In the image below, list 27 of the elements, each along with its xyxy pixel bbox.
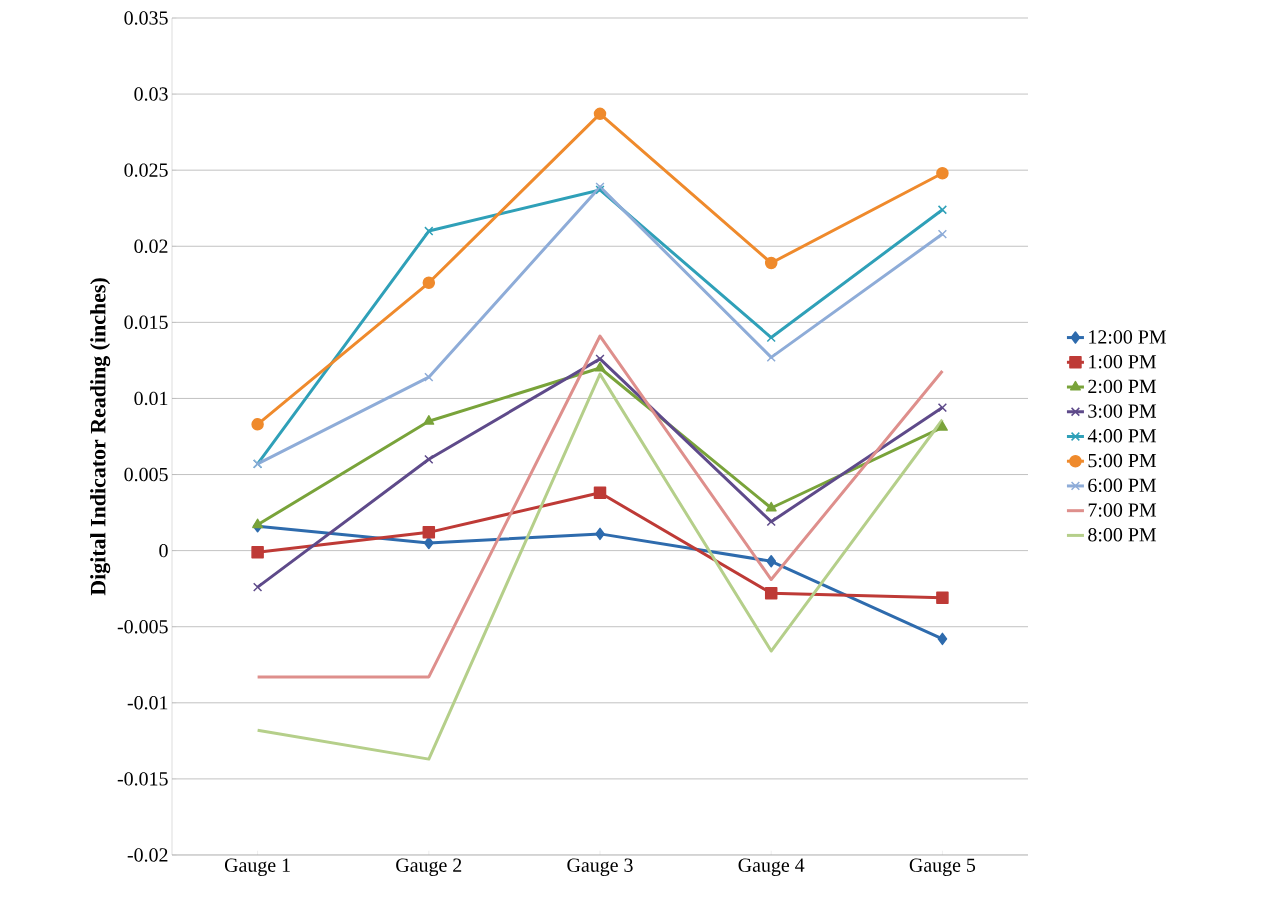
y-tick-label: -0.005 — [117, 619, 168, 634]
legend-label: 3:00 PM — [1088, 404, 1157, 418]
y-tick-label: 0.02 — [134, 239, 168, 254]
legend-label: 7:00 PM — [1088, 503, 1157, 517]
legend-label: 12:00 PM — [1089, 330, 1167, 344]
legend-label: 4:00 PM — [1087, 429, 1157, 443]
y-tick-label: 0.01 — [134, 391, 168, 406]
x-tick-label: Gauge 1 — [224, 858, 290, 876]
legend-label: 1:00 PM — [1089, 354, 1157, 369]
x-tick-label: Gauge 2 — [396, 858, 462, 876]
y-tick-label: 0.015 — [124, 315, 168, 330]
y-tick-label: 0.025 — [124, 163, 168, 177]
x-tick-label: Gauge 5 — [909, 858, 976, 876]
legend-label: 5:00 PM — [1088, 453, 1157, 468]
y-tick-label: 0.03 — [134, 87, 168, 101]
legend-label: 2:00 PM — [1088, 379, 1157, 394]
y-tick-label: 0 — [159, 543, 168, 558]
y-tick-label: 0.035 — [124, 11, 168, 25]
y-tick-label: -0.02 — [127, 848, 168, 862]
legend-label: 6:00 PM — [1088, 478, 1157, 493]
y-tick-label: -0.01 — [127, 696, 168, 710]
x-tick-label: Gauge 3 — [567, 858, 633, 876]
y-tick-label: 0.005 — [124, 467, 168, 482]
y-axis-title: Digital Indicator Reading (inches) — [90, 278, 111, 596]
legend-label: 8:00 PM — [1088, 528, 1157, 542]
x-tick-label: Gauge 4 — [738, 858, 805, 876]
y-tick-label: -0.015 — [117, 772, 168, 786]
